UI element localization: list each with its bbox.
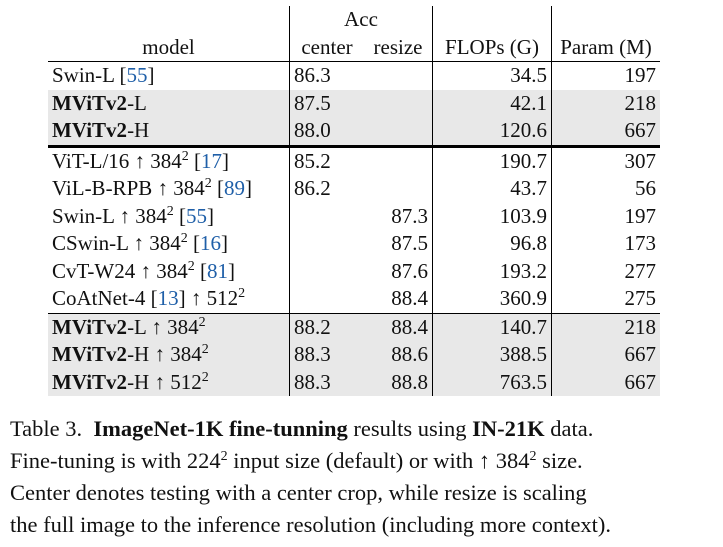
center-acc-cell: 86.3	[289, 61, 364, 90]
params-cell: 667	[551, 117, 660, 146]
flops-cell: 763.5	[432, 368, 552, 396]
citation-link[interactable]: 13	[157, 286, 179, 310]
center-acc-cell	[289, 230, 364, 258]
model-name-cell: ViL-B-RPB ↑ 3842 [89]	[52, 176, 253, 200]
resize-acc-cell	[364, 89, 433, 117]
resize-acc-cell: 87.3	[391, 203, 428, 228]
flops-cell: 96.8	[432, 230, 552, 258]
citation-link[interactable]: 17	[201, 148, 223, 173]
model-name-cell: CoAtNet-4 [13] ↑ 5122	[52, 286, 246, 310]
params-cell: 56	[551, 175, 660, 203]
params-cell: 275	[551, 285, 660, 313]
params-header: Param (M)	[551, 33, 660, 62]
model-name-cell: MViTv2-L	[48, 89, 290, 117]
resize-acc-cell: 88.8	[364, 368, 433, 396]
flops-cell: 388.5	[432, 341, 552, 369]
resize-acc-cell	[364, 175, 433, 203]
table-row: MViTv2-H ↑ 5122 88.3 88.8 763.5 667	[48, 368, 660, 396]
params-cell: 218	[551, 312, 660, 341]
resize-acc-cell: 87.5	[391, 231, 428, 255]
resize-acc-cell: 88.4	[364, 312, 433, 341]
flops-cell: 120.6	[432, 117, 552, 146]
model-name-cell: Swin-L [55]	[48, 61, 290, 90]
table-row: MViTv2-H 88.0 120.6 667	[48, 117, 660, 146]
model-name-cell: CSwin-L ↑ 3842 [16]	[52, 231, 228, 255]
header-row-1: Acc	[48, 6, 660, 34]
model-name-cell: MViTv2-L ↑ 3842	[48, 312, 290, 341]
center-acc-cell: 86.2	[289, 175, 364, 203]
params-cell: 173	[551, 230, 660, 258]
params-cell: 667	[551, 341, 660, 369]
params-cell: 277	[551, 257, 660, 285]
table-row: ViL-B-RPB ↑ 3842 [89] 86.2 43.7 56	[48, 175, 660, 203]
params-cell: 307	[551, 144, 660, 175]
center-acc-cell: 88.2	[289, 312, 364, 341]
params-cell: 218	[551, 89, 660, 117]
citation-link[interactable]: 55	[126, 63, 148, 87]
results-table: Acc model center resize FLOPs (G) Param …	[48, 6, 660, 396]
center-acc-cell	[289, 285, 364, 313]
center-acc-cell: 88.0	[289, 117, 364, 146]
center-acc-cell	[289, 257, 364, 285]
table-row: CvT-W24 ↑ 3842 [81] 87.6 193.2 277	[48, 257, 660, 285]
center-acc-cell: 88.3	[289, 341, 364, 369]
flops-header: FLOPs (G)	[432, 33, 552, 62]
center-acc-cell: 87.5	[289, 89, 364, 117]
resize-acc-cell	[364, 61, 433, 90]
flops-cell: 140.7	[432, 312, 552, 341]
flops-cell: 103.9	[432, 202, 552, 230]
resize-acc-cell: 88.6	[364, 341, 433, 369]
citation-link[interactable]: 89	[224, 176, 246, 200]
citation-link[interactable]: 55	[185, 203, 207, 228]
table-caption: Table 3. ImageNet-1K fine-tunning result…	[10, 413, 718, 541]
center-acc-cell: 85.2	[289, 144, 364, 175]
caption-line-1: Table 3. ImageNet-1K fine-tunning result…	[10, 416, 594, 441]
caption-line-2: Fine-tuning is with 2242 input size (def…	[10, 448, 583, 473]
table-row: Swin-L [55] 86.3 34.5 197	[48, 61, 660, 90]
model-name-cell: MViTv2-H ↑ 5122	[48, 368, 290, 396]
citation-link[interactable]: 81	[206, 258, 228, 283]
flops-cell: 43.7	[432, 175, 552, 203]
citation-link[interactable]: 16	[199, 231, 221, 255]
table-row: MViTv2-L ↑ 3842 88.2 88.4 140.7 218	[48, 312, 660, 341]
resize-acc-cell	[364, 117, 433, 146]
table-row: ViT-L/16 ↑ 3842 [17] 85.2 190.7 307	[48, 144, 660, 175]
flops-cell: 360.9	[432, 285, 552, 313]
resize-acc-cell	[364, 144, 433, 175]
model-name-cell: CvT-W24 ↑ 3842 [81]	[52, 258, 235, 283]
header-row-2: model center resize FLOPs (G) Param (M)	[48, 33, 660, 62]
flops-cell: 42.1	[432, 89, 552, 117]
table-row: CSwin-L ↑ 3842 [16] 87.5 96.8 173	[48, 230, 660, 258]
center-acc-cell	[289, 202, 364, 230]
flops-cell: 190.7	[432, 144, 552, 175]
model-name-cell: MViTv2-H	[48, 117, 290, 146]
flops-cell: 193.2	[432, 257, 552, 285]
model-name-cell: Swin-L ↑ 3842 [55]	[52, 203, 214, 228]
model-name-cell: ViT-L/16 ↑ 3842 [17]	[48, 144, 290, 175]
acc-group-header: Acc	[289, 6, 433, 34]
resize-acc-cell: 88.4	[391, 286, 428, 310]
flops-cell: 34.5	[432, 61, 552, 90]
params-cell: 197	[551, 61, 660, 90]
model-name-cell: MViTv2-H ↑ 3842	[48, 341, 290, 369]
table-row: Swin-L ↑ 3842 [55] 87.3 103.9 197	[48, 202, 660, 230]
resize-acc-cell: 87.6	[391, 258, 428, 283]
params-cell: 667	[551, 368, 660, 396]
params-cell: 197	[551, 202, 660, 230]
table-row: MViTv2-L 87.5 42.1 218	[48, 89, 660, 117]
center-acc-cell: 88.3	[289, 368, 364, 396]
resize-header: resize	[373, 34, 423, 59]
caption-line-4: the full image to the inference resoluti…	[10, 512, 612, 537]
caption-line-3: Center denotes testing with a center cro…	[10, 480, 587, 505]
table-body: Swin-L [55] 86.3 34.5 197 MViTv2-L 87.5 42.1 21…	[48, 61, 660, 396]
model-header: model	[142, 34, 195, 59]
table-row: CoAtNet-4 [13] ↑ 5122 88.4 360.9 275	[48, 285, 660, 313]
table-row: MViTv2-H ↑ 3842 88.3 88.6 388.5 667	[48, 341, 660, 369]
center-header: center	[289, 33, 364, 62]
